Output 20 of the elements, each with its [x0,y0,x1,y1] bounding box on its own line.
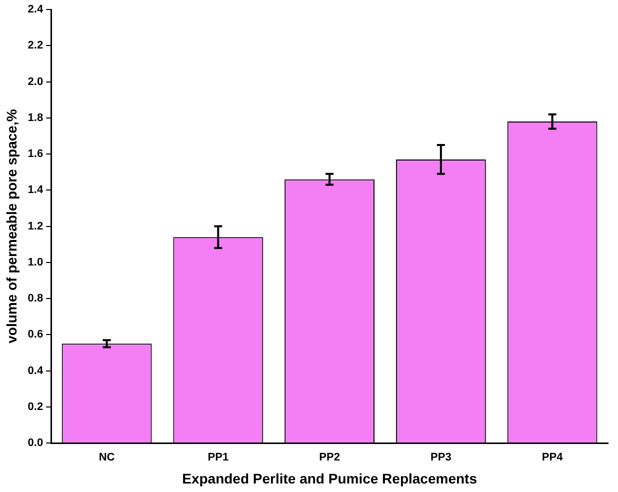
y-tick-label: 0.6 [28,328,44,341]
x-tick-label: PP2 [319,452,340,464]
y-tick-label: 0.8 [28,292,44,305]
x-axis-title: Expanded Perlite and Pumice Replacements [182,470,478,486]
y-tick-label: 2.0 [28,76,44,88]
y-tick-label: 1.2 [28,220,44,232]
y-tick-label: 1.0 [28,256,44,268]
y-axis-title: volume of permeable pore space,% [3,108,20,344]
y-tick-label: 1.6 [28,148,44,160]
y-tick-label: 2.2 [28,40,44,52]
y-tick-label: 2.4 [28,4,44,16]
y-tick-label: 0.4 [28,364,44,377]
x-tick-label: PP3 [430,452,452,464]
x-tick-label: PP1 [208,452,229,464]
y-tick-label: 1.4 [28,184,44,196]
x-tick-label: PP4 [542,452,564,464]
y-tick-label: 1.8 [28,112,44,124]
y-tick-label: 0.0 [28,437,44,450]
y-tick-label: 0.2 [28,400,44,413]
x-tick-label: NC [98,452,115,464]
